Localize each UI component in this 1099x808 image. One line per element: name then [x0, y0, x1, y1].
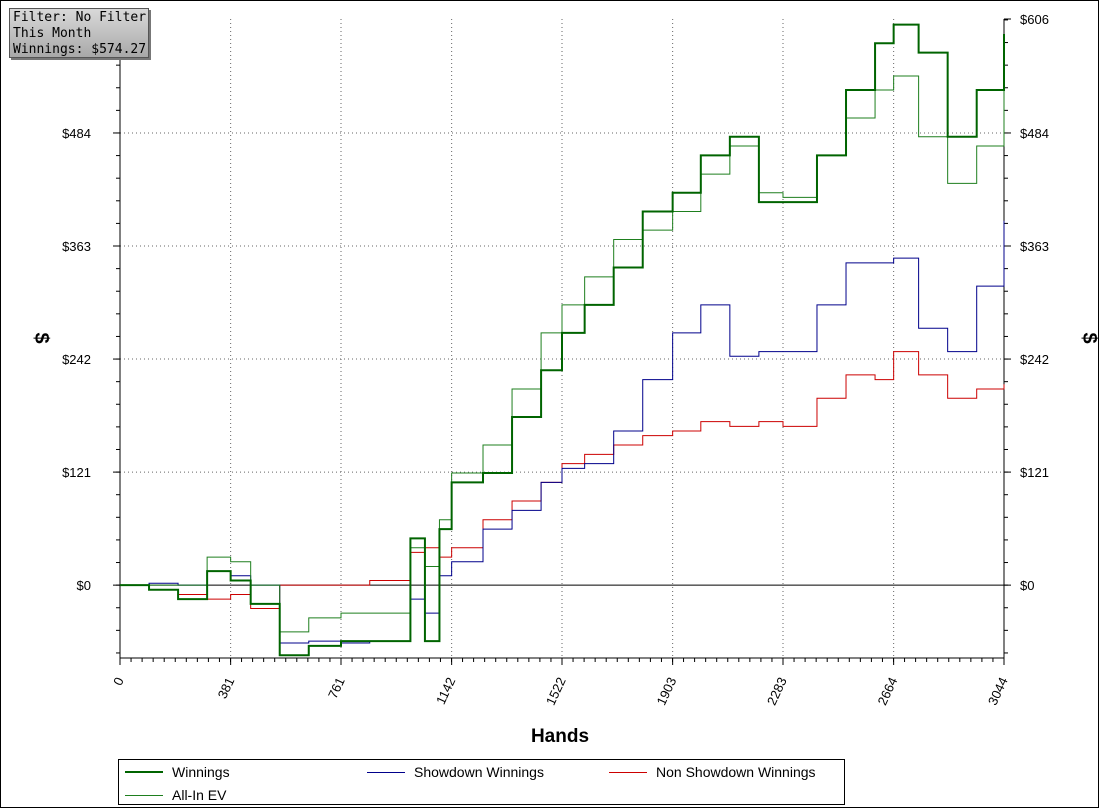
- y-tick-label-right: $121: [1020, 465, 1049, 480]
- legend-item-showdown: Showdown Winnings: [367, 763, 544, 781]
- x-tick-label: 3044: [985, 675, 1011, 708]
- legend-swatch-winnings: [125, 771, 163, 773]
- x-tick-label: 2664: [875, 675, 901, 708]
- legend-swatch-showdown: [367, 771, 405, 773]
- legend-item-allin-ev: All-In EV: [125, 786, 226, 804]
- y-tick-label-right: $484: [1020, 126, 1049, 141]
- legend-swatch-non-showdown: [609, 771, 647, 773]
- legend-label-non-showdown: Non Showdown Winnings: [656, 764, 816, 780]
- series-line-all-in-ev: [120, 61, 1005, 633]
- series-line-winnings: [120, 23, 1005, 657]
- y-tick-label-left: $0: [77, 578, 91, 593]
- legend-label-winnings: Winnings: [172, 764, 230, 780]
- axes: [113, 18, 1011, 665]
- series-line-non-showdown-winnings: [120, 351, 1005, 609]
- x-tick-label: 1522: [543, 675, 569, 708]
- y-tick-label-left: $121: [62, 465, 91, 480]
- legend-item-winnings: Winnings: [125, 763, 230, 781]
- legend: Winnings Showdown Winnings Non Showdown …: [118, 759, 845, 805]
- y-tick-label-right: $606: [1020, 12, 1049, 27]
- series-group: [120, 23, 1005, 657]
- y-tick-label-right: $0: [1020, 578, 1034, 593]
- x-tick-label: 1142: [433, 675, 458, 707]
- y-tick-label-right: $242: [1020, 352, 1049, 367]
- filter-info-box: Filter: No Filter This Month Winnings: $…: [9, 8, 149, 58]
- legend-label-showdown: Showdown Winnings: [414, 764, 544, 780]
- x-tick-label: 761: [325, 675, 348, 701]
- x-tick-label: 381: [215, 675, 238, 701]
- y-tick-label-right: $363: [1020, 239, 1049, 254]
- y-axis-label-right: $: [1078, 332, 1099, 343]
- legend-swatch-allin-ev: [125, 794, 163, 796]
- winnings-label: Winnings: $574.27: [13, 42, 147, 57]
- y-tick-label-left: $363: [62, 239, 91, 254]
- x-tick-label: 1903: [654, 675, 680, 708]
- y-tick-label-left: $484: [62, 126, 91, 141]
- filter-label: Filter: No Filter: [13, 10, 147, 25]
- legend-label-allin-ev: All-In EV: [172, 787, 227, 803]
- x-axis-label: Hands: [530, 726, 590, 747]
- tick-labels: 0 381 761 1142 1522 1903 2283 2664 3044 $0 $0 $121 $…: [62, 12, 1049, 707]
- legend-item-non-showdown: Non Showdown Winnings: [609, 763, 816, 781]
- y-axis-label-left: $: [30, 332, 52, 343]
- x-tick-label: 0: [110, 675, 127, 688]
- period-label: This Month: [13, 26, 92, 41]
- x-tick-label: 2283: [764, 675, 790, 708]
- y-tick-label-left: $242: [62, 352, 91, 367]
